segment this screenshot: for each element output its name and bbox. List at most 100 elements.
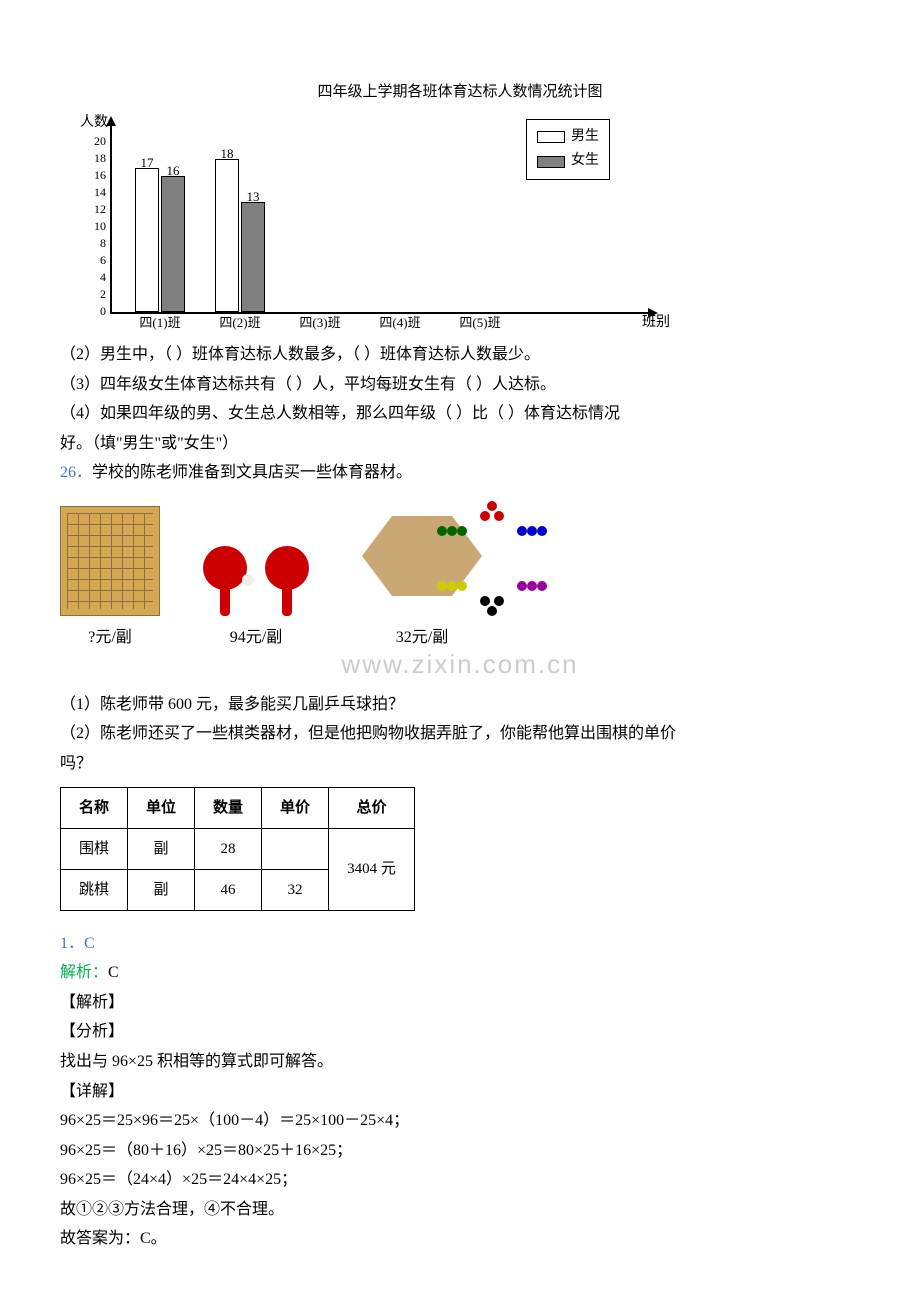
checker-piece <box>437 526 447 536</box>
go-board-item: ?元/副 <box>60 506 160 650</box>
answer-conc2: 故答案为：C。 <box>60 1226 860 1252</box>
answer-bracket3: 【详解】 <box>60 1079 860 1105</box>
q26-part1: （1）陈老师带 600 元，最多能买几副乒乓球拍？ <box>60 692 860 718</box>
answer-bracket2: 【分析】 <box>60 1019 860 1045</box>
cell <box>262 828 329 869</box>
bar-value: 17 <box>136 153 158 174</box>
checker-piece <box>480 511 490 521</box>
table-header-row: 名称 单位 数量 单价 总价 <box>61 787 415 828</box>
checker-piece <box>537 581 547 591</box>
checkers-icon <box>352 496 492 616</box>
ball-icon <box>242 574 254 586</box>
q25-part3: （3）四年级女生体育达标共有（ ）人，平均每班女生有（ ）人达标。 <box>60 372 860 398</box>
cell: 跳棋 <box>61 869 128 910</box>
checker-piece <box>447 581 457 591</box>
bar-female: 16 <box>161 176 185 312</box>
answer-eq2: 96×25＝（80＋16）×25＝80×25＋16×25； <box>60 1138 860 1164</box>
checker-piece <box>494 511 504 521</box>
legend-male-icon <box>537 131 565 143</box>
q26-part2a: （2）陈老师还买了一些棋类器材，但是他把购物收据弄脏了，你能帮他算出围棋的单价 <box>60 721 860 747</box>
y-tick: 12 <box>80 200 106 219</box>
y-tick: 0 <box>80 302 106 321</box>
checker-piece <box>487 501 497 511</box>
y-tick: 8 <box>80 234 106 253</box>
bar-chart: 人数 班别 男生 女生 02468101214161820 17161813 四… <box>60 114 660 334</box>
bar-value: 18 <box>216 144 238 165</box>
q26-part2b: 吗？ <box>60 751 860 777</box>
y-tick: 2 <box>80 285 106 304</box>
table-row: 围棋 副 28 3404 元 <box>61 828 415 869</box>
checker-piece <box>457 526 467 536</box>
cell: 副 <box>128 828 195 869</box>
checker-piece <box>517 526 527 536</box>
y-tick: 14 <box>80 183 106 202</box>
cell-total: 3404 元 <box>329 828 415 910</box>
y-tick: 4 <box>80 268 106 287</box>
bar-female: 13 <box>241 202 265 313</box>
x-tick: 四(2)班 <box>205 313 275 334</box>
checker-piece <box>457 581 467 591</box>
go-board-icon <box>60 506 160 616</box>
product-images-row: ?元/副 94元/副 32元/副 <box>60 496 860 650</box>
answer-number: 1．C <box>60 931 860 957</box>
parse-label: 解析： <box>60 964 108 981</box>
q25-part4b: 好。（填"男生"或"女生"） <box>60 431 860 457</box>
y-tick: 20 <box>80 132 106 151</box>
answer-eq1: 96×25＝25×96＝25×（100－4）＝25×100－25×4； <box>60 1108 860 1134</box>
th-name: 名称 <box>61 787 128 828</box>
q26-intro: 学校的陈老师准备到文具店买一些体育器材。 <box>92 464 412 481</box>
bar-male: 17 <box>135 168 159 313</box>
answer-eq3: 96×25＝（24×4）×25＝24×4×25； <box>60 1167 860 1193</box>
cell: 28 <box>195 828 262 869</box>
cell: 副 <box>128 869 195 910</box>
checkers-item: 32元/副 <box>352 496 492 650</box>
cell: 围棋 <box>61 828 128 869</box>
legend-female-label: 女生 <box>571 150 599 172</box>
x-tick: 四(4)班 <box>365 313 435 334</box>
y-tick: 18 <box>80 149 106 168</box>
price-table: 名称 单位 数量 单价 总价 围棋 副 28 3404 元 跳棋 副 46 32 <box>60 787 415 911</box>
y-tick: 10 <box>80 217 106 236</box>
checker-piece <box>480 596 490 606</box>
q25-part4a: （4）如果四年级的男、女生总人数相等，那么四年级（ ）比（ ）体育达标情况 <box>60 401 860 427</box>
parse-value: C <box>108 964 119 981</box>
answer-line1: 找出与 96×25 积相等的算式即可解答。 <box>60 1049 860 1075</box>
y-axis <box>110 124 112 314</box>
bar-male: 18 <box>215 159 239 312</box>
cell: 32 <box>262 869 329 910</box>
paddle-item: 94元/副 <box>200 546 312 650</box>
th-total: 总价 <box>329 787 415 828</box>
q26-number: 26． <box>60 464 92 481</box>
go-board-price: ?元/副 <box>60 625 160 651</box>
q25-part2: （2）男生中，（ ）班体育达标人数最多，（ ）班体育达标人数最少。 <box>60 342 860 368</box>
x-tick: 四(3)班 <box>285 313 355 334</box>
legend-male-label: 男生 <box>571 126 599 148</box>
answer-bracket1: 【解析】 <box>60 990 860 1016</box>
th-qty: 数量 <box>195 787 262 828</box>
cell: 46 <box>195 869 262 910</box>
checker-piece <box>447 526 457 536</box>
chart-title: 四年级上学期各班体育达标人数情况统计图 <box>60 80 860 104</box>
checker-piece <box>487 606 497 616</box>
checker-piece <box>437 581 447 591</box>
bar-value: 16 <box>162 161 184 182</box>
checker-piece <box>527 581 537 591</box>
th-unit: 单位 <box>128 787 195 828</box>
x-tick: 四(5)班 <box>445 313 515 334</box>
chart-legend: 男生 女生 <box>526 119 610 180</box>
watermark: www.zixin.com.cn <box>60 644 860 686</box>
paddle-icon-2 <box>262 546 312 616</box>
checker-piece <box>517 581 527 591</box>
checker-piece <box>494 596 504 606</box>
paddle-price: 94元/副 <box>200 625 312 651</box>
answer-conc1: 故①②③方法合理，④不合理。 <box>60 1197 860 1223</box>
th-price: 单价 <box>262 787 329 828</box>
x-tick: 四(1)班 <box>125 313 195 334</box>
checker-piece <box>527 526 537 536</box>
y-tick: 16 <box>80 166 106 185</box>
legend-female-icon <box>537 156 565 168</box>
x-axis-label: 班别 <box>642 312 670 334</box>
bar-value: 13 <box>242 187 264 208</box>
checker-piece <box>537 526 547 536</box>
y-tick: 6 <box>80 251 106 270</box>
